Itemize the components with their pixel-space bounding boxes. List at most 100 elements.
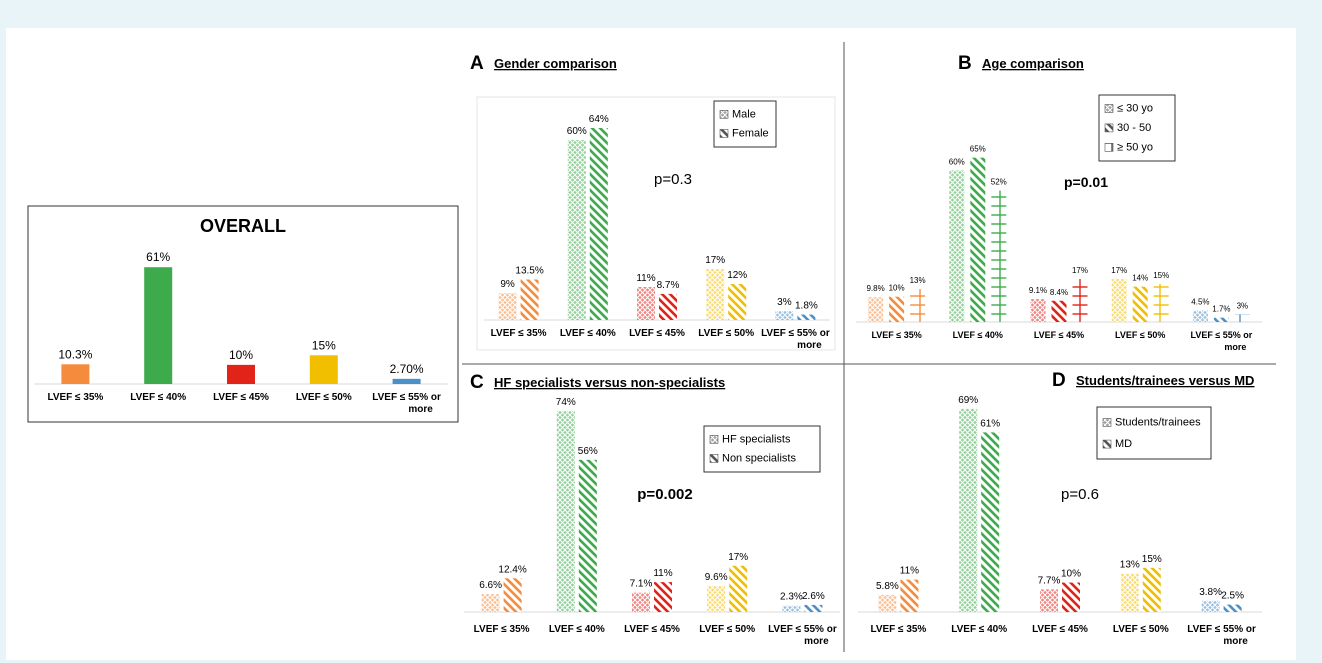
panel-letter: C [470, 372, 484, 393]
data-label: 8.4% [1050, 288, 1068, 297]
bar-A-Female-2 [659, 293, 677, 320]
bar-B-≤ 30 yo-0 [868, 297, 884, 322]
bar-B-≤ 30 yo-3 [1111, 279, 1127, 322]
category-label: LVEF ≤ 40% [953, 330, 1003, 340]
data-label: 64% [589, 114, 609, 125]
bar-B-30 - 50-0 [889, 296, 905, 322]
data-label: 17% [728, 552, 748, 563]
category-label: LVEF ≤ 50% [1115, 330, 1165, 340]
category-label: more [1224, 342, 1246, 352]
legend-frame [1096, 406, 1212, 460]
legend-swatch [719, 129, 729, 138]
bar-D-MD-1 [981, 432, 1000, 612]
bar-B-≤ 30 yo-4 [1192, 310, 1208, 322]
bar-A-Female-1 [589, 128, 608, 320]
data-label: 2.3% [780, 592, 803, 603]
data-label: 1.8% [795, 301, 818, 312]
category-label: LVEF ≤ 50% [698, 328, 754, 339]
bar-B-30 - 50-3 [1132, 286, 1148, 322]
category-label: more [797, 340, 822, 351]
data-label: 60% [567, 126, 587, 137]
bar-C-HF specialists-3 [707, 585, 726, 612]
legend: HF specialists Non specialists [703, 425, 821, 473]
data-label: 17% [705, 255, 725, 266]
data-label: 61% [146, 250, 170, 264]
legend-swatch [1102, 418, 1112, 427]
bar-D-Students/trainees-3 [1120, 573, 1139, 612]
data-label: 2.6% [802, 591, 825, 602]
legend-label: ≤ 30 yo [1117, 103, 1153, 115]
chart-overall: OVERALL 10.3% LVEF ≤ 35% 61% LVEF ≤ 40% 10% LV… [27, 205, 459, 423]
legend-label: Non specialists [722, 452, 796, 464]
legend: Male Female [713, 100, 777, 148]
data-label: 15% [1142, 554, 1162, 565]
p-value: p=0.6 [1061, 486, 1099, 503]
bar-A-Male-4 [775, 311, 794, 320]
category-label: LVEF ≤ 35% [871, 330, 921, 340]
data-label: 13.5% [515, 266, 543, 277]
panel-letter: B [958, 53, 972, 74]
bar-D-Students/trainees-2 [1040, 589, 1058, 612]
category-label: LVEF ≤ 35% [47, 392, 103, 403]
category-label: LVEF ≤ 45% [629, 328, 685, 339]
legend-label: Female [732, 127, 769, 139]
data-label: 6.6% [479, 580, 502, 591]
bar-A-Male-1 [567, 140, 586, 320]
category-label: LVEF ≤ 55% or [1187, 624, 1256, 635]
category-label: LVEF ≤ 40% [130, 392, 186, 403]
chart-title: Age comparison [982, 56, 1084, 71]
data-label: 12.4% [498, 564, 526, 575]
bar-B-≥ 50 yo-0 [910, 289, 926, 322]
data-label: 60% [949, 157, 965, 166]
bar-B-≤ 30 yo-1 [949, 170, 965, 322]
legend-swatch [1102, 439, 1112, 449]
bar-overall-value-1 [144, 267, 173, 384]
data-label: 69% [958, 395, 978, 406]
category-label: LVEF ≤ 55% or [768, 624, 837, 635]
data-label: 7.1% [630, 579, 653, 590]
bar-overall-value-3 [309, 355, 338, 384]
p-value: p=0.002 [637, 486, 692, 503]
bar-D-Students/trainees-4 [1201, 600, 1220, 612]
bar-B-≥ 50 yo-1 [991, 190, 1007, 322]
category-label: LVEF ≤ 45% [1032, 624, 1088, 635]
category-label: more [408, 404, 433, 415]
bar-D-Students/trainees-1 [959, 408, 978, 612]
data-label: 2.70% [390, 362, 424, 376]
bar-C-HF specialists-0 [481, 594, 500, 612]
bar-C-Non specialists-0 [503, 578, 522, 612]
data-label: 17% [1111, 266, 1127, 275]
data-label: 4.5% [1191, 298, 1209, 307]
data-label: 17% [1072, 266, 1088, 275]
bar-D-MD-2 [1062, 582, 1080, 612]
data-label: 5.8% [876, 581, 899, 592]
legend: Students/trainees MD [1096, 406, 1212, 460]
legend-swatch [709, 454, 719, 463]
chart-title: Students/trainees versus MD [1076, 373, 1254, 388]
bar-A-Female-3 [728, 284, 747, 320]
category-label: LVEF ≤ 40% [560, 328, 616, 339]
legend-swatch [1104, 123, 1114, 133]
category-label: LVEF ≤ 55% or [1191, 330, 1253, 340]
bar-B-30 - 50-2 [1051, 300, 1067, 322]
data-label: 56% [578, 446, 598, 457]
category-label: more [1223, 636, 1248, 647]
data-label: 8.7% [657, 280, 680, 291]
legend-label: Students/trainees [1115, 416, 1201, 428]
chart-A: A Gender comparison 9%13.5% LVEF ≤ 35% 60%64… [470, 53, 836, 351]
bar-A-Male-3 [706, 269, 725, 320]
bar-C-Non specialists-1 [578, 459, 597, 612]
bar-overall-value-4 [392, 378, 421, 384]
legend-label: 30 - 50 [1117, 122, 1151, 134]
data-label: 11% [636, 273, 655, 284]
bar-C-Non specialists-4 [804, 604, 823, 612]
p-value: p=0.01 [1064, 174, 1108, 190]
category-label: LVEF ≤ 40% [549, 624, 605, 635]
data-label: 10% [1061, 569, 1081, 580]
data-label: 61% [980, 418, 1000, 429]
legend-swatch [719, 109, 729, 119]
chart-title: OVERALL [200, 216, 286, 236]
bar-B-≥ 50 yo-3 [1153, 284, 1169, 322]
category-label: LVEF ≤ 35% [474, 624, 530, 635]
